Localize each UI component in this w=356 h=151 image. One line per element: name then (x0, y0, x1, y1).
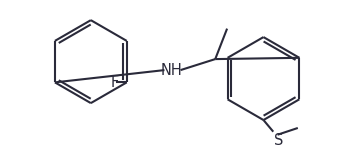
Text: NH: NH (160, 63, 182, 78)
Text: F: F (111, 75, 119, 90)
Text: S: S (274, 133, 283, 148)
